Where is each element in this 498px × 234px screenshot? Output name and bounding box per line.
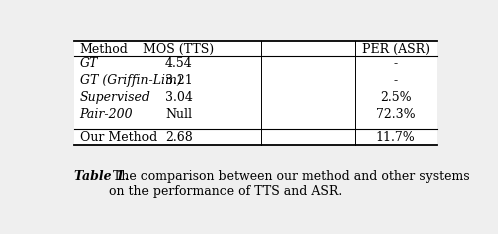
Text: Null: Null xyxy=(165,108,193,121)
Text: 2.5%: 2.5% xyxy=(380,91,411,104)
Text: -: - xyxy=(393,74,398,87)
Text: 2.68: 2.68 xyxy=(165,131,193,144)
FancyBboxPatch shape xyxy=(74,41,437,145)
Text: 3.21: 3.21 xyxy=(165,74,193,87)
Text: Method: Method xyxy=(80,43,128,56)
Text: 3.04: 3.04 xyxy=(165,91,193,104)
Text: GT: GT xyxy=(80,57,98,70)
Text: 72.3%: 72.3% xyxy=(376,108,415,121)
Text: The comparison between our method and other systems
on the performance of TTS an: The comparison between our method and ot… xyxy=(110,170,470,198)
Text: Pair-200: Pair-200 xyxy=(80,108,133,121)
Text: Table 1.: Table 1. xyxy=(74,170,129,183)
Text: 11.7%: 11.7% xyxy=(376,131,416,144)
Text: Our Method: Our Method xyxy=(80,131,157,144)
Text: GT (Griffin-Lim): GT (Griffin-Lim) xyxy=(80,74,181,87)
Text: MOS (TTS): MOS (TTS) xyxy=(143,43,215,56)
Text: Supervised: Supervised xyxy=(80,91,150,104)
Text: 4.54: 4.54 xyxy=(165,57,193,70)
Text: -: - xyxy=(393,57,398,70)
Text: PER (ASR): PER (ASR) xyxy=(362,43,430,56)
